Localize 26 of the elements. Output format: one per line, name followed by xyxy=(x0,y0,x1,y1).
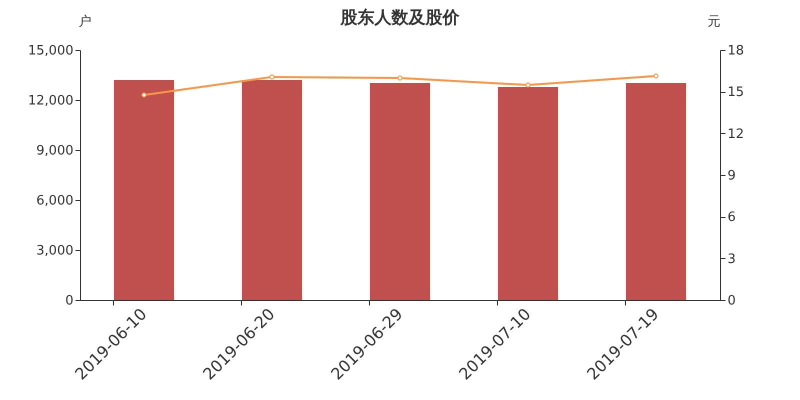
chart-title: 股东人数及股价 xyxy=(340,8,460,28)
y2-tick-label: 6 xyxy=(728,210,736,226)
point xyxy=(654,73,658,78)
point xyxy=(142,92,146,98)
y-tick-label: 15,000 xyxy=(28,44,74,58)
y2-tick-label: 12 xyxy=(728,126,744,142)
point xyxy=(398,76,402,81)
y2-tick-label: 3 xyxy=(728,252,736,267)
bar xyxy=(370,83,430,300)
y2-tick-label: 9 xyxy=(728,168,736,184)
y-tick-label: 0 xyxy=(65,294,74,308)
y-tick-label: 9,000 xyxy=(36,144,74,158)
y2-tick-label: 15 xyxy=(728,85,744,100)
y2-tick-label: 18 xyxy=(728,44,744,58)
y2-axis-title: 元 xyxy=(708,14,720,30)
y-tick-label: 6,000 xyxy=(36,194,74,208)
bar xyxy=(114,80,174,300)
point xyxy=(270,74,274,80)
bar xyxy=(242,80,302,300)
y2-tick-label: 0 xyxy=(728,294,736,308)
bar xyxy=(626,83,686,300)
bar xyxy=(498,87,558,300)
y-tick-label: 3,000 xyxy=(36,244,74,258)
y-tick-label: 12,000 xyxy=(28,94,74,108)
point xyxy=(526,82,530,88)
y-axis-title: 户 xyxy=(78,14,92,30)
